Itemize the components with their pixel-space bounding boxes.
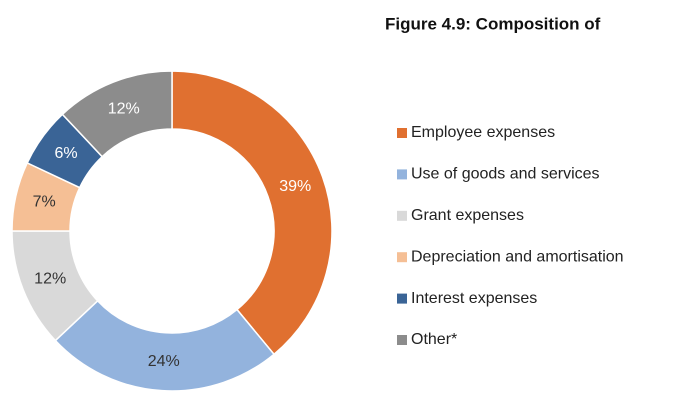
legend-label: Employee expenses [411,124,555,141]
donut-segment [54,299,276,392]
donut-segment [61,70,173,158]
legend-swatch [397,293,407,304]
legend-label: Grant expenses [411,207,524,224]
chart-title: Figure 4.9: Composition of [385,14,601,33]
data-label: 12% [108,100,140,117]
legend-swatch [397,128,407,138]
legend-label: Use of goods and services [411,166,600,183]
data-label: 24% [148,353,180,370]
data-label: 12% [34,270,66,287]
legend-label: Depreciation and amortisation [411,248,624,265]
data-label: 6% [54,145,77,162]
data-label: 7% [33,194,56,211]
legend-swatch [397,169,407,180]
data-label: 39% [279,178,311,195]
legend-swatch [397,335,407,345]
legend-swatch [397,252,407,263]
donut-segment [171,70,333,356]
legend-label: Interest expenses [411,290,537,307]
legend-swatch [397,210,407,221]
legend-label: Other* [411,331,457,348]
